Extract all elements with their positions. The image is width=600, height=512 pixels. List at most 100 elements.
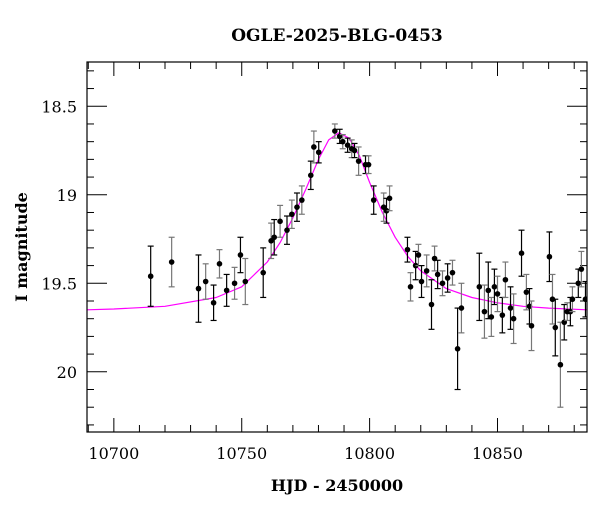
data-point-group [552, 298, 559, 357]
y-axis-label: I magnitude [12, 192, 31, 302]
data-point [546, 253, 553, 260]
data-point-group [481, 284, 488, 339]
data-point [415, 252, 422, 258]
data-point-group [444, 263, 451, 293]
data-point-group [488, 296, 495, 338]
data-point-group [458, 282, 465, 334]
data-point-group [331, 123, 338, 139]
data-point-group [407, 272, 414, 302]
y-tick-label: 19 [57, 186, 77, 205]
data-point [502, 276, 509, 283]
data-point-group [428, 279, 435, 330]
data-point [578, 266, 585, 272]
data-point-group [355, 146, 362, 176]
data-point-group [523, 273, 530, 311]
data-point-group [168, 236, 175, 288]
data-point-group [195, 254, 202, 323]
data-point [485, 287, 492, 294]
data-point [231, 280, 238, 287]
data-point [423, 268, 430, 274]
data-point-group [557, 321, 564, 408]
data-point [355, 158, 362, 164]
data-point [386, 195, 393, 202]
data-point [557, 361, 564, 368]
data-point-group [216, 249, 223, 279]
data-point [458, 305, 465, 311]
data-point [271, 234, 278, 241]
data-point [404, 246, 411, 253]
tick-labels: 10700 10750 10800 10850 18.5 19 19.5 20 [41, 97, 523, 463]
data-point-group [575, 268, 582, 299]
data-point [202, 278, 209, 285]
data-point [523, 289, 530, 295]
data-point [569, 296, 576, 303]
data-point-group [415, 243, 422, 267]
data-point [223, 287, 230, 294]
data-point [315, 149, 322, 156]
data-point-group [476, 252, 483, 322]
data-point-group [365, 155, 372, 175]
data-point-group [284, 215, 290, 245]
data-point [407, 284, 414, 290]
data-point [499, 312, 506, 318]
data-point [428, 301, 435, 308]
data-point-group [449, 259, 456, 286]
data-point [168, 259, 175, 265]
data-point-group [491, 268, 498, 306]
plot-frame [86, 61, 588, 433]
x-axis-label: HJD - 2450000 [271, 476, 403, 495]
data-point-group [351, 142, 358, 159]
data-point-group [223, 273, 230, 307]
data-point-group [502, 261, 509, 299]
data-point [210, 299, 217, 306]
data-point-group [288, 199, 295, 230]
data-point [242, 278, 249, 285]
data-point-group [578, 250, 585, 288]
data-point [237, 252, 244, 258]
data-point [444, 275, 451, 281]
data-point [510, 315, 517, 322]
data-point-group [434, 259, 441, 290]
data-point-group [528, 300, 535, 352]
data-point [434, 271, 441, 278]
data-point-group [277, 204, 284, 238]
data-point-group [307, 160, 314, 191]
y-tick-label: 18.5 [41, 97, 77, 116]
data-point [418, 278, 425, 285]
data-point-group [293, 192, 300, 222]
data-point [147, 273, 154, 280]
data-point [454, 345, 461, 352]
data-point [439, 280, 446, 287]
data-point-group [260, 247, 267, 299]
data-point-group [231, 266, 238, 300]
data-point [311, 144, 317, 150]
data-point [370, 197, 377, 203]
data-point [552, 324, 559, 331]
data-point [507, 305, 514, 311]
data-point [284, 227, 290, 233]
data-point-group [237, 236, 244, 274]
y-tick-label: 19.5 [41, 274, 77, 293]
x-tick-label: 10750 [216, 444, 267, 463]
data-point-group [423, 254, 430, 288]
data-point [526, 303, 533, 310]
data-layer [87, 123, 587, 408]
data-point-group [546, 231, 553, 283]
data-point [289, 211, 295, 218]
data-point-group [507, 286, 514, 330]
data-point [277, 218, 283, 225]
data-point-group [418, 264, 425, 299]
plot-area [86, 61, 588, 433]
data-point [491, 284, 498, 290]
data-point-group [202, 263, 209, 300]
data-point-group [510, 293, 517, 345]
data-point [488, 314, 495, 320]
data-point [575, 280, 582, 287]
chart-title: OGLE-2025-BLG-0453 [231, 26, 443, 46]
x-tick-label: 10700 [88, 444, 139, 463]
data-point-group [271, 218, 278, 256]
data-point-group [339, 133, 346, 150]
data-point-group [386, 185, 393, 212]
data-point-group [380, 192, 387, 222]
